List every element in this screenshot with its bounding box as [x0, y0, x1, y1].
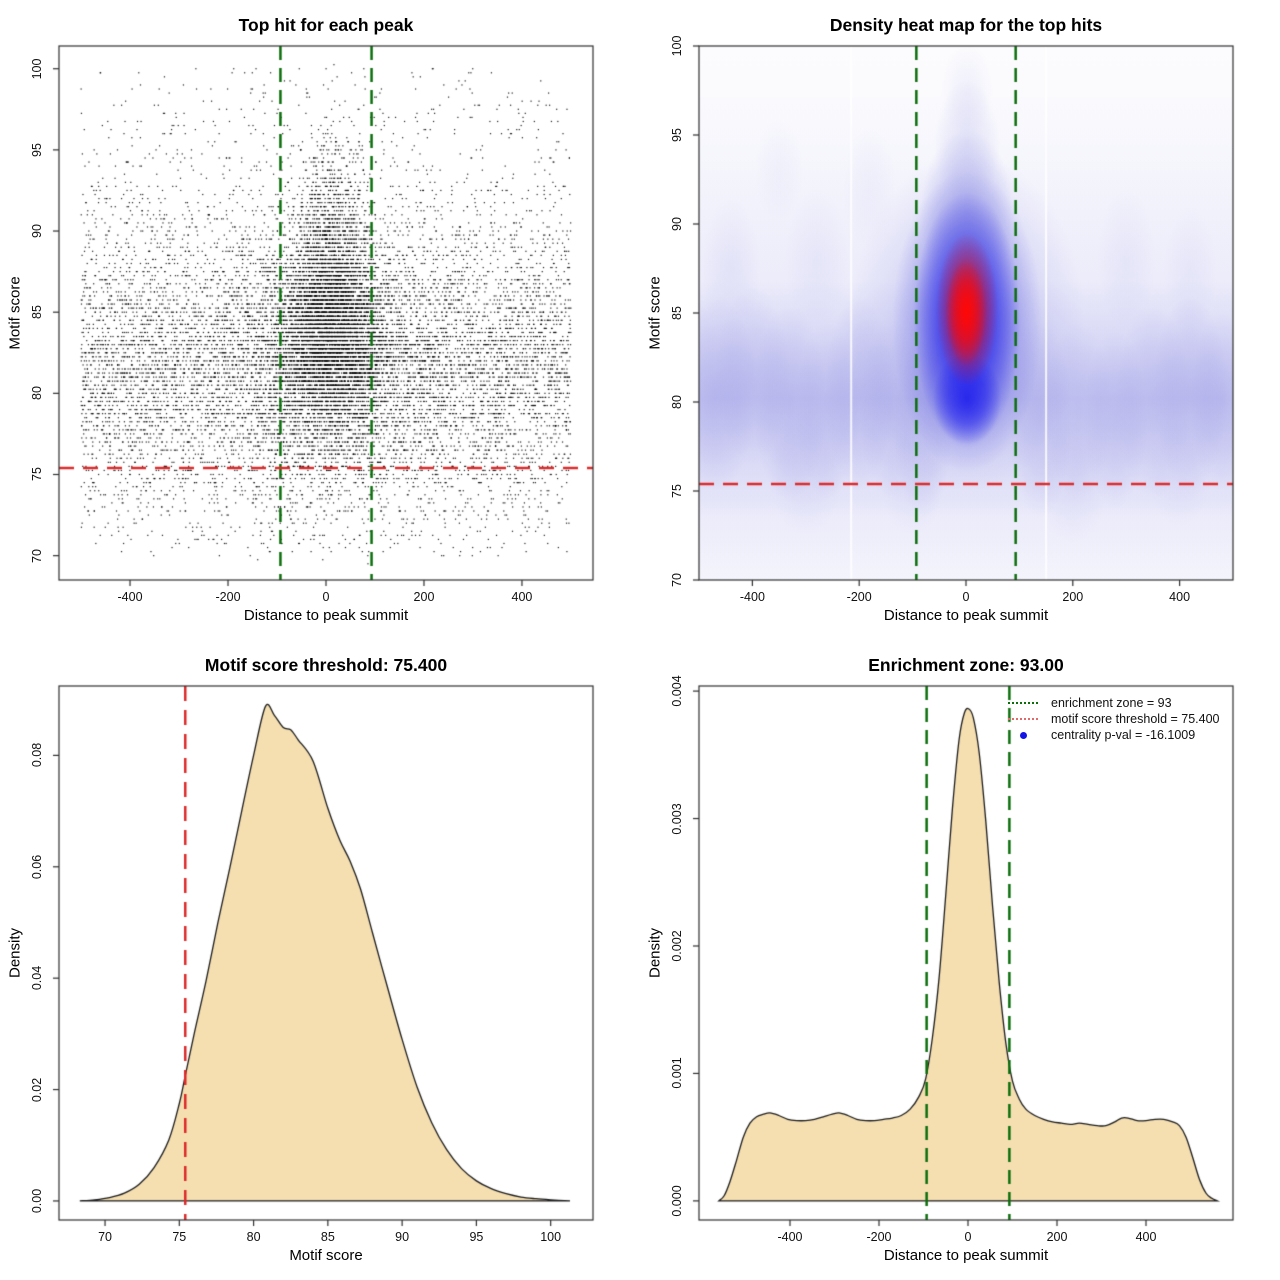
y-tick-label: 85 — [30, 305, 44, 320]
legend-label: enrichment zone = 93 — [1051, 696, 1172, 710]
y-tick-label: 90 — [30, 224, 44, 238]
x-tick-label: 90 — [395, 1230, 410, 1244]
x-tick-label: -400 — [739, 590, 765, 604]
x-axis-label: Motif score — [289, 1247, 363, 1264]
x-tick-label: 75 — [172, 1230, 187, 1244]
panel-density-heatmap: Density heat map for the top hits Distan… — [640, 0, 1280, 640]
legend-item: enrichment zone = 93 — [1006, 695, 1220, 711]
dotted-line-icon — [1008, 718, 1038, 720]
legend-dot-marker — [1006, 731, 1040, 739]
dotted-line-icon — [1008, 702, 1038, 704]
legend-item: centrality p-val = -16.1009 — [1006, 727, 1220, 743]
panel-motif-score-density: Motif score threshold: 75.400 Motif scor… — [0, 640, 640, 1280]
y-tick-label: 0.000 — [670, 1185, 684, 1217]
y-tick-label: 0.002 — [670, 930, 684, 962]
y-axis-label: Density — [646, 927, 664, 979]
y-axis-label: Motif score — [646, 276, 664, 350]
y-tick-label: 80 — [670, 395, 684, 409]
y-tick-label: 0.003 — [670, 802, 684, 835]
x-tick-label: 400 — [1169, 590, 1191, 604]
dot-icon — [1019, 731, 1027, 739]
x-tick-label: -200 — [846, 590, 872, 604]
y-tick-label: 0.00 — [30, 1188, 44, 1214]
x-tick-label: 0 — [964, 1230, 972, 1244]
y-tick-label: 75 — [670, 484, 684, 498]
legend-label: centrality p-val = -16.1009 — [1051, 728, 1196, 742]
y-tick-label: 95 — [670, 128, 684, 142]
y-axis-label: Density — [6, 927, 24, 979]
x-tick-label: 200 — [413, 590, 435, 604]
panel-top-hit-scatter: Top hit for each peak Distance to peak s… — [0, 0, 640, 640]
y-tick-label: 0.001 — [670, 1057, 684, 1090]
y-tick-label: 85 — [670, 306, 684, 320]
x-tick-label: 85 — [320, 1230, 335, 1244]
y-tick-label: 75 — [30, 467, 44, 482]
y-tick-label: 100 — [670, 35, 684, 57]
y-tick-label: 95 — [30, 142, 44, 157]
y-tick-label: 0.04 — [30, 966, 44, 991]
x-tick-label: 95 — [469, 1230, 484, 1244]
x-tick-label: 80 — [246, 1230, 261, 1244]
x-tick-label: 200 — [1062, 590, 1084, 604]
y-tick-label: 90 — [670, 217, 684, 231]
y-tick-label: 0.06 — [30, 854, 44, 879]
y-axis-label: Motif score — [6, 276, 24, 350]
panel-title: Top hit for each peak — [238, 15, 414, 35]
x-tick-label: -400 — [777, 1230, 803, 1244]
y-tick-label: 0.004 — [670, 675, 684, 707]
x-tick-label: 200 — [1046, 1230, 1068, 1244]
x-tick-label: 400 — [511, 590, 533, 604]
x-tick-label: 100 — [540, 1230, 562, 1244]
y-tick-label: 70 — [30, 548, 44, 563]
x-tick-label: 400 — [1135, 1230, 1157, 1244]
x-tick-label: 0 — [322, 590, 330, 604]
panel-title: Density heat map for the top hits — [829, 15, 1103, 35]
y-tick-label: 0.08 — [30, 743, 44, 768]
x-axis-label: Distance to peak summit — [883, 607, 1049, 624]
legend-dotted-line-marker — [1006, 718, 1040, 720]
y-tick-label: 70 — [670, 573, 684, 587]
panel-title: Enrichment zone: 93.00 — [868, 655, 1064, 675]
legend-dotted-line-marker — [1006, 702, 1040, 704]
x-tick-label: -200 — [215, 590, 241, 604]
x-tick-label: -200 — [866, 1230, 892, 1244]
legend-item: motif score threshold = 75.400 — [1006, 711, 1220, 727]
y-tick-label: 80 — [30, 386, 44, 401]
y-tick-label: 0.02 — [30, 1077, 44, 1102]
legend: enrichment zone = 93 motif score threshol… — [1006, 695, 1220, 743]
x-axis-label: Distance to peak summit — [883, 1247, 1049, 1264]
legend-label: motif score threshold = 75.400 — [1051, 712, 1220, 726]
x-tick-label: -400 — [117, 590, 143, 604]
x-tick-label: 70 — [98, 1230, 112, 1244]
panel-distance-density: Enrichment zone: 93.00 Distance to peak … — [640, 640, 1280, 1280]
x-tick-label: 0 — [962, 590, 970, 604]
x-axis-label: Distance to peak summit — [243, 607, 409, 624]
y-tick-label: 100 — [30, 58, 44, 80]
panel-title: Motif score threshold: 75.400 — [204, 655, 448, 675]
